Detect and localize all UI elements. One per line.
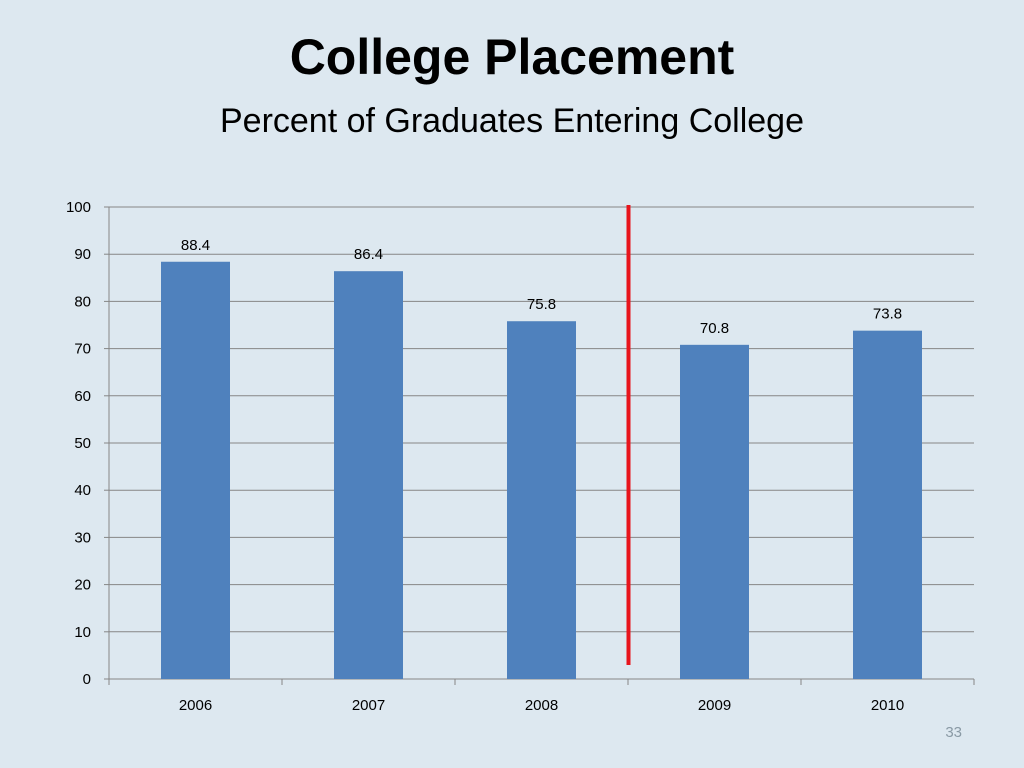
y-tick-label: 100	[66, 199, 91, 216]
bar-2009	[680, 344, 749, 679]
bar-2007	[334, 271, 403, 679]
y-axis: 0 10 20 30 40 50 60 70 80 90 100	[66, 199, 110, 688]
x-axis: 2006 2007 2008 2009 2010	[108, 678, 975, 714]
slide-title: College Placement	[289, 29, 735, 85]
data-labels: 88.4 86.4 75.8 70.8 73.8	[181, 237, 902, 337]
x-tick-label: 2007	[352, 697, 385, 714]
bar-2008	[507, 321, 576, 679]
data-label: 75.8	[527, 296, 556, 313]
data-label: 73.8	[873, 306, 902, 323]
x-tick-label: 2008	[525, 697, 558, 714]
x-tick-label: 2009	[698, 697, 731, 714]
x-tick-label: 2006	[179, 697, 212, 714]
y-tick-label: 80	[74, 293, 91, 310]
y-tick-label: 70	[74, 341, 91, 358]
x-tick-label: 2010	[871, 697, 904, 714]
y-tick-label: 60	[74, 388, 91, 405]
data-label: 88.4	[181, 237, 210, 254]
bar-2006	[161, 261, 230, 679]
y-tick-label: 10	[74, 624, 91, 641]
y-tick-label: 30	[74, 529, 91, 546]
y-tick-label: 50	[74, 435, 91, 452]
slide-subtitle: Percent of Graduates Entering College	[219, 102, 804, 140]
y-tick-label: 40	[74, 482, 91, 499]
y-tick-label: 0	[83, 671, 91, 688]
y-tick-label: 90	[74, 246, 91, 263]
bar-2010	[853, 330, 922, 679]
y-tick-label: 20	[74, 577, 91, 594]
data-label: 70.8	[700, 320, 729, 337]
data-label: 86.4	[354, 246, 383, 263]
page-number: 33	[945, 724, 962, 741]
bars	[161, 261, 922, 679]
